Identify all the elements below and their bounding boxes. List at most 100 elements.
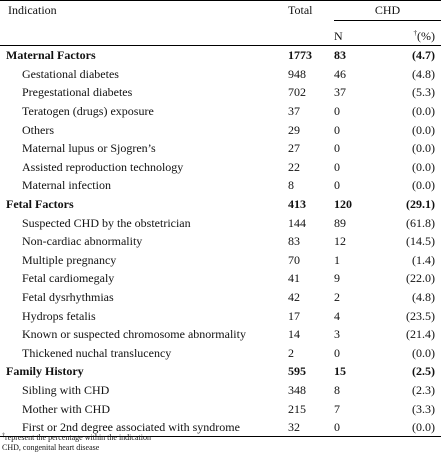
table-row: Thickened nuchal translucency 2 0 (0.0) — [0, 344, 441, 363]
group-n: 120 — [334, 197, 352, 212]
row-label: Teratogen (drugs) exposure — [22, 104, 154, 119]
table-row: Fetal dysrhythmias 42 2 (4.8) — [0, 288, 441, 307]
row-pct: (0.0) — [412, 122, 435, 137]
row-n: 12 — [334, 234, 346, 249]
header-chd: CHD — [334, 0, 441, 23]
row-total: 22 — [288, 159, 300, 174]
row-total: 27 — [288, 141, 300, 156]
table-row: First or 2nd degree associated with synd… — [0, 417, 441, 438]
footnote-dagger: † — [2, 433, 5, 439]
footnote-2: CHD, congenital heart disease — [2, 443, 100, 452]
indication-table: Indication Total CHD N †(%) Maternal Fac… — [0, 0, 441, 438]
row-total: 17 — [288, 308, 300, 323]
row-label: Gestational diabetes — [22, 66, 119, 81]
group-total: 413 — [288, 197, 306, 212]
row-pct: (23.5) — [406, 308, 435, 323]
row-pct: (0.0) — [412, 104, 435, 119]
row-n: 0 — [334, 417, 380, 438]
table-row: Maternal lupus or Sjogren’s 27 0 (0.0) — [0, 139, 441, 158]
row-pct: (4.8) — [412, 66, 435, 81]
row-total: 215 — [288, 401, 306, 416]
footnote-1: †represent the percentage within the ind… — [2, 433, 151, 443]
row-n: 1 — [334, 252, 340, 267]
group-row: Maternal Factors 1773 83 (4.7) — [0, 46, 441, 65]
footnote-1-text: represent the percentage within the indi… — [5, 433, 151, 442]
row-n: 3 — [334, 327, 340, 342]
row-label: Maternal lupus or Sjogren’s — [22, 141, 156, 156]
group-pct: (2.5) — [412, 364, 435, 379]
row-label: Fetal cardiomegaly — [22, 271, 115, 286]
group-pct: (29.1) — [406, 197, 435, 212]
table-row: Others 29 0 (0.0) — [0, 120, 441, 139]
group-label: Maternal Factors — [6, 48, 96, 63]
table-row: Teratogen (drugs) exposure 37 0 (0.0) — [0, 102, 441, 121]
table-row: Known or suspected chromosome abnormalit… — [0, 325, 441, 344]
table-row: Maternal infection 8 0 (0.0) — [0, 176, 441, 195]
row-n: 0 — [334, 159, 340, 174]
row-label: Pregestational diabetes — [22, 85, 133, 100]
row-n: 0 — [334, 345, 340, 360]
row-total: 144 — [288, 215, 306, 230]
row-pct: (22.0) — [406, 271, 435, 286]
table-row: Suspected CHD by the obstetrician 144 89 (6… — [0, 213, 441, 232]
row-total: 29 — [288, 122, 300, 137]
row-pct: (1.4) — [412, 252, 435, 267]
row-total: 2 — [288, 345, 294, 360]
group-label: Fetal Factors — [6, 197, 74, 212]
row-total: 37 — [288, 104, 300, 119]
group-pct: (4.7) — [412, 48, 435, 63]
table-row: Multiple pregnancy 70 1 (1.4) — [0, 251, 441, 270]
row-n: 37 — [334, 85, 346, 100]
table-row: Gestational diabetes 948 46 (4.8) — [0, 65, 441, 84]
table-row: Sibling with CHD 348 8 (2.3) — [0, 381, 441, 400]
row-n: 0 — [334, 178, 340, 193]
row-total: 41 — [288, 271, 300, 286]
table-row: Fetal cardiomegaly 41 9 (22.0) — [0, 269, 441, 288]
group-label: Family History — [6, 364, 84, 379]
row-total: 42 — [288, 290, 300, 305]
table-row: Assisted reproduction technology 22 0 (0.0) — [0, 158, 441, 177]
row-label: Assisted reproduction technology — [22, 159, 184, 174]
header-n: N — [334, 23, 380, 46]
header-pct-label: (%) — [417, 29, 435, 43]
table-header: Indication Total CHD N †(%) — [0, 0, 441, 46]
row-pct: (3.3) — [412, 401, 435, 416]
header-indication: Indication — [0, 0, 288, 23]
group-total: 1773 — [288, 48, 312, 63]
row-pct: (4.8) — [412, 290, 435, 305]
header-pct: †(%) — [380, 23, 441, 46]
row-label: Non-cardiac abnormality — [22, 234, 143, 249]
header-chd-label: CHD — [334, 3, 441, 21]
row-pct: (0.0) — [380, 417, 441, 438]
group-n: 83 — [334, 48, 346, 63]
row-total: 14 — [288, 327, 300, 342]
row-n: 4 — [334, 308, 340, 323]
group-row: Fetal Factors 413 120 (29.1) — [0, 195, 441, 214]
header-total: Total — [288, 0, 334, 23]
row-n: 7 — [334, 401, 340, 416]
row-n: 89 — [334, 215, 346, 230]
row-label: Sibling with CHD — [22, 382, 110, 397]
row-label: Others — [22, 122, 54, 137]
table-body: Maternal Factors 1773 83 (4.7) Gestational d… — [0, 46, 441, 438]
row-label: First or 2nd degree associated with synd… — [0, 417, 288, 438]
row-pct: (14.5) — [406, 234, 435, 249]
group-row: Family History 595 15 (2.5) — [0, 362, 441, 381]
row-total: 83 — [288, 234, 300, 249]
row-n: 8 — [334, 382, 340, 397]
row-pct: (5.3) — [412, 85, 435, 100]
table-row: Mother with CHD 215 7 (3.3) — [0, 399, 441, 418]
row-total: 948 — [288, 66, 306, 81]
table-row: Hydrops fetalis 17 4 (23.5) — [0, 306, 441, 325]
row-n: 0 — [334, 141, 340, 156]
row-n: 46 — [334, 66, 346, 81]
table-row: Pregestational diabetes 702 37 (5.3) — [0, 83, 441, 102]
row-label: Maternal infection — [22, 178, 111, 193]
row-pct: (61.8) — [406, 215, 435, 230]
row-total: 70 — [288, 252, 300, 267]
row-n: 9 — [334, 271, 340, 286]
row-n: 0 — [334, 122, 340, 137]
row-n: 2 — [334, 290, 340, 305]
row-label: Mother with CHD — [22, 401, 110, 416]
